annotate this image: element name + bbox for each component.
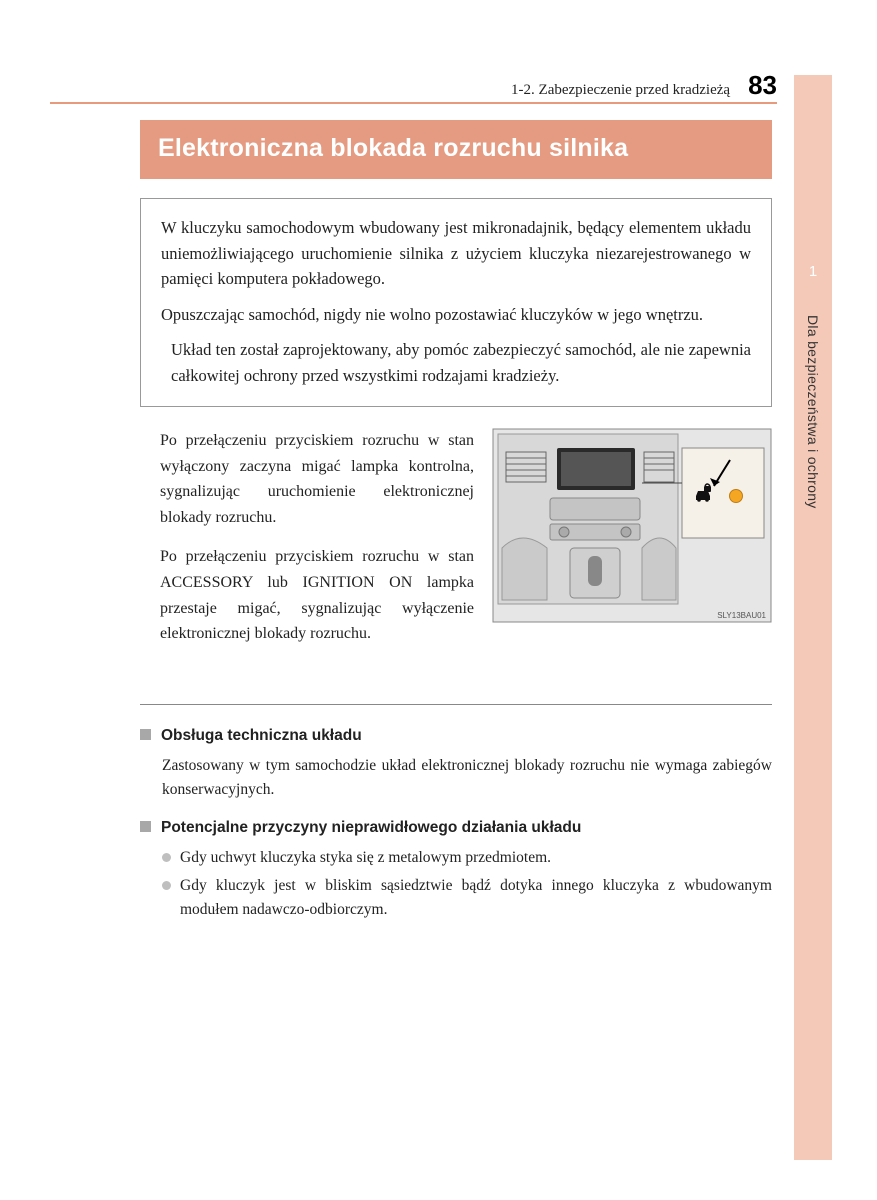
page-number: 83	[748, 70, 777, 101]
intro-note: Układ ten został zaprojektowany, aby pom…	[161, 337, 751, 388]
intro-box: W kluczyku samochodowym wbudowany jest m…	[140, 198, 772, 407]
chapter-number: 1	[794, 263, 832, 280]
list-item-text: Gdy uchwyt kluczyka styka się z metalowy…	[180, 846, 772, 870]
intro-p1: W kluczyku samochodowym wbudowany jest m…	[161, 215, 751, 292]
indicator-section: Po przełączeniu przyciskiem rozruchu w s…	[160, 428, 772, 661]
figure-code: SLY13BAU01	[717, 611, 766, 620]
list-item-text: Gdy kluczyk jest w bliskim sąsiedztwie b…	[180, 874, 772, 922]
subsection-heading-1: Obsługa techniczna układu	[140, 724, 772, 748]
page-header: 1-2. Zabezpieczenie przed kradzieżą 83	[50, 70, 777, 101]
chapter-side-tab: 1 Dla bezpieczeństwa i ochrony	[794, 75, 832, 1160]
subsection-heading-2: Potencjalne przyczyny nieprawidłowego dz…	[140, 816, 772, 840]
round-bullet-icon	[162, 853, 171, 862]
header-rule	[50, 102, 777, 104]
indicator-p1: Po przełączeniu przyciskiem rozruchu w s…	[160, 428, 474, 530]
dashboard-illustration	[492, 428, 772, 623]
subsection-title-2: Potencjalne przyczyny nieprawidłowego dz…	[161, 816, 581, 840]
square-bullet-icon	[140, 729, 151, 740]
section-label: 1-2. Zabezpieczenie przed kradzieżą	[511, 82, 730, 99]
indicator-p2: Po przełączeniu przyciskiem rozruchu w s…	[160, 544, 474, 646]
section-title-bar: Elektroniczna blokada rozruchu silnika	[140, 120, 772, 179]
list-item: Gdy uchwyt kluczyka styka się z metalowy…	[162, 846, 772, 870]
intro-p2: Opuszczając samochód, nigdy nie wolno po…	[161, 302, 751, 328]
lower-section: Obsługa techniczna układu Zastosowany w …	[140, 724, 772, 926]
subsection-title-1: Obsługa techniczna układu	[161, 724, 362, 748]
section-title: Elektroniczna blokada rozruchu silnika	[158, 134, 754, 163]
round-bullet-icon	[162, 881, 171, 890]
square-bullet-icon	[140, 821, 151, 832]
chapter-label: Dla bezpieczeństwa i ochrony	[805, 315, 821, 509]
mid-rule	[140, 704, 772, 705]
list-item: Gdy kluczyk jest w bliskim sąsiedztwie b…	[162, 874, 772, 922]
indicator-text: Po przełączeniu przyciskiem rozruchu w s…	[160, 428, 474, 661]
dashboard-figure: SLY13BAU01	[492, 428, 772, 623]
subsection-body-1: Zastosowany w tym samochodzie układ elek…	[162, 754, 772, 802]
